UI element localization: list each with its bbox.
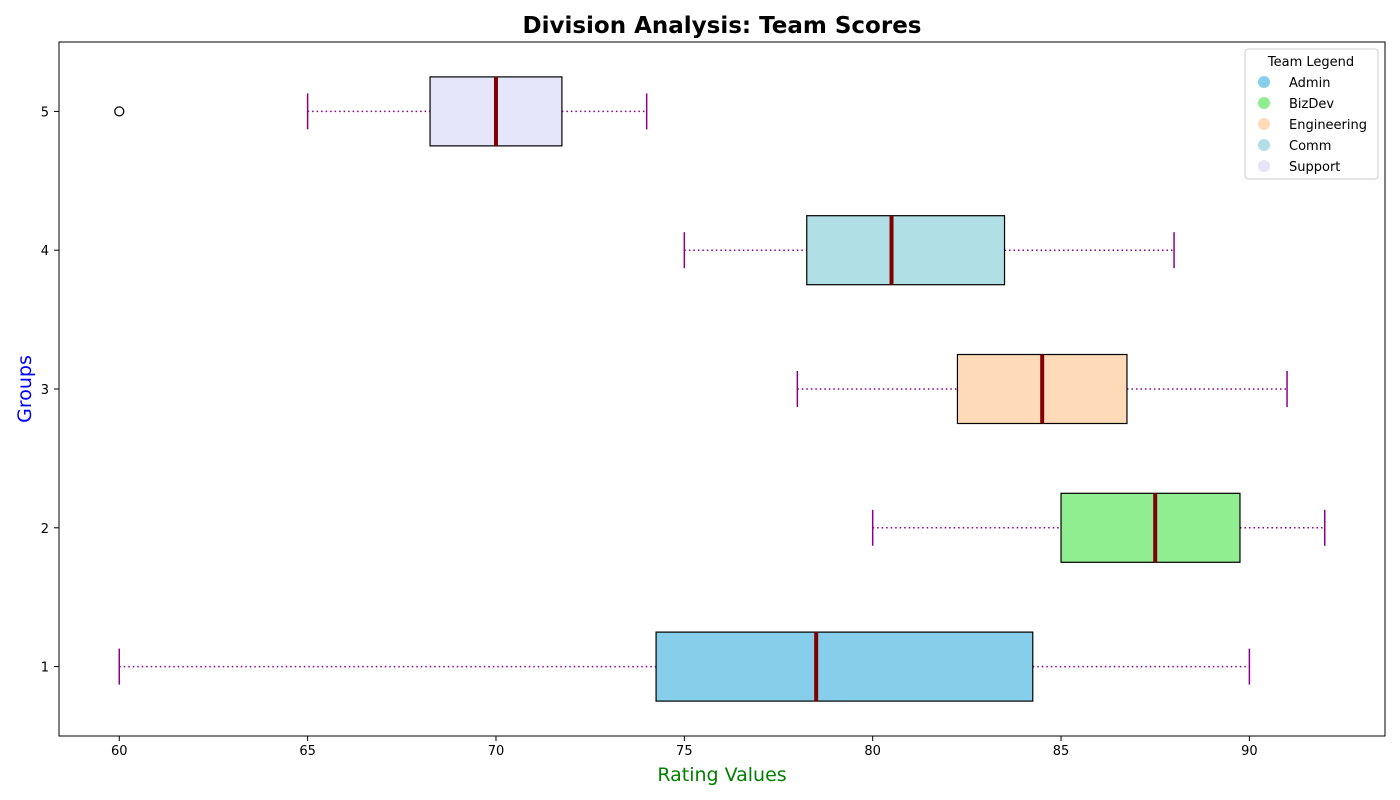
legend: Team Legend Admin BizDev Engineering Comm Su…: [1244, 48, 1379, 180]
comm-legend-marker: [1258, 139, 1270, 151]
support-outlier-point: [114, 106, 125, 117]
legend-items: Admin BizDev Engineering Comm Support: [1258, 76, 1367, 175]
bizdev-box: [1060, 492, 1241, 563]
x-axis-label: Rating Values: [657, 764, 786, 786]
x-tick-label: 90: [1241, 744, 1258, 759]
bizdev-legend-label: BizDev: [1289, 97, 1334, 112]
support-legend-label: Support: [1289, 160, 1340, 175]
admin-legend-label: Admin: [1289, 76, 1330, 91]
x-tick-label: 75: [676, 744, 693, 759]
chart-title: Division Analysis: Team Scores: [522, 13, 921, 39]
bizdev-legend-marker: [1258, 97, 1270, 109]
comm-legend-label: Comm: [1289, 139, 1331, 154]
y-tick-label: 1: [41, 661, 49, 676]
axis-ticks-layer: 60 65 70 75 80 85 90 1 2 3 4 5: [41, 105, 1258, 759]
x-tick-label: 60: [111, 744, 128, 759]
x-tick-label: 85: [1053, 744, 1070, 759]
engineering-legend-marker: [1258, 118, 1270, 130]
y-tick-label: 4: [41, 244, 49, 259]
whiskers-layer: [118, 93, 1326, 685]
y-tick-label: 5: [41, 105, 49, 120]
y-axis-label: Groups: [14, 355, 36, 423]
support-legend-marker: [1258, 160, 1270, 172]
boxes-layer: [114, 76, 1241, 702]
comm-box: [806, 215, 1006, 286]
legend-frame: [1244, 48, 1379, 180]
x-tick-label: 65: [299, 744, 316, 759]
admin-box: [655, 631, 1034, 702]
x-tick-label: 70: [488, 744, 505, 759]
x-tick-label: 80: [864, 744, 881, 759]
admin-legend-marker: [1258, 76, 1270, 88]
legend-title: Team Legend: [1267, 55, 1354, 70]
y-tick-label: 2: [41, 522, 49, 537]
y-tick-label: 3: [41, 383, 49, 398]
engineering-legend-label: Engineering: [1289, 118, 1367, 133]
